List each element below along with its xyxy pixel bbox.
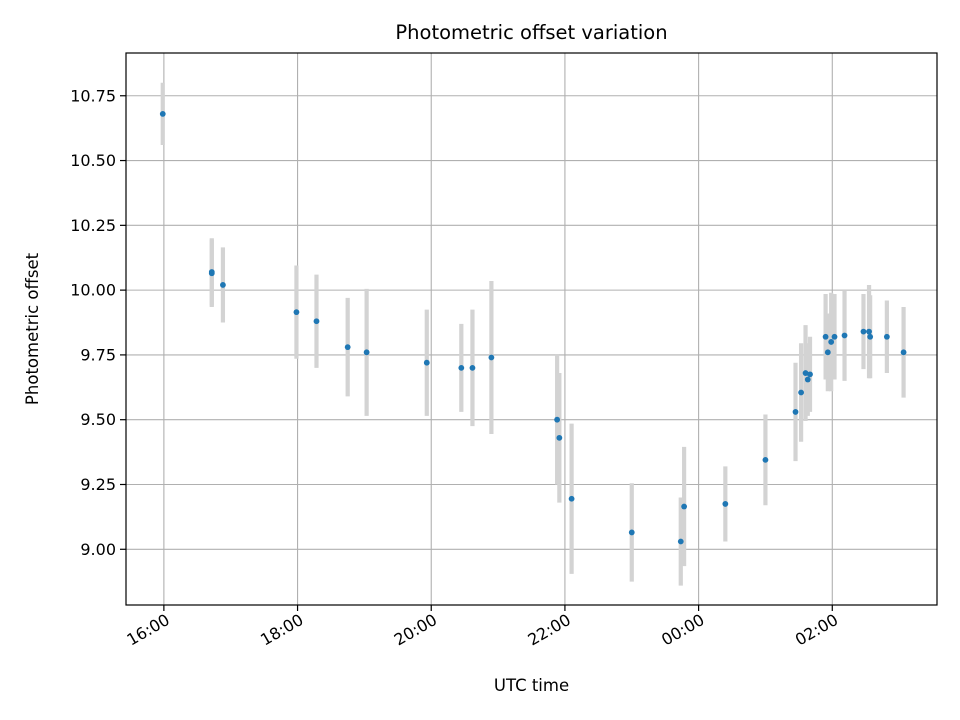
data-point	[488, 354, 495, 361]
data-point	[860, 328, 867, 335]
data-point	[344, 344, 351, 351]
y-tick-label: 9.50	[80, 410, 116, 429]
data-point	[556, 434, 563, 441]
y-tick-label: 10.50	[70, 151, 116, 170]
data-point	[469, 364, 476, 371]
data-points	[159, 111, 907, 545]
data-point	[722, 501, 729, 507]
data-point	[458, 364, 465, 371]
data-point	[798, 389, 804, 396]
data-point	[802, 370, 809, 376]
data-point	[822, 333, 829, 340]
data-point	[841, 332, 848, 339]
data-point	[867, 333, 874, 340]
x-axis-label: UTC time	[494, 676, 569, 695]
data-point	[208, 270, 215, 277]
plot-area-background	[126, 53, 937, 605]
data-point	[363, 349, 370, 356]
plot-area-frame	[125, 52, 938, 606]
data-point	[293, 309, 300, 316]
data-point	[681, 503, 688, 510]
data-point	[824, 349, 831, 356]
data-point	[423, 359, 430, 366]
data-point	[220, 282, 226, 288]
data-point	[313, 318, 320, 325]
y-axis-label: Photometric offset	[23, 252, 42, 405]
y-axis-ticks: 9.00 9.25 9.50 9.75 10.00 10.25 10.50 10.75	[70, 86, 126, 559]
data-point	[831, 333, 838, 340]
data-point	[792, 409, 799, 415]
data-point	[628, 529, 635, 536]
y-tick-label: 9.00	[80, 540, 116, 559]
data-point	[828, 339, 835, 345]
data-point	[568, 495, 575, 502]
y-tick-label: 9.25	[80, 475, 116, 494]
data-point	[159, 111, 166, 117]
y-tick-label: 10.75	[70, 86, 116, 105]
data-point	[807, 371, 813, 378]
y-tick-label: 10.25	[70, 216, 116, 235]
data-point	[866, 328, 872, 335]
chart-title: Photometric offset variation	[395, 21, 667, 44]
data-point	[883, 333, 890, 340]
data-point	[804, 376, 811, 383]
data-point	[762, 456, 769, 463]
y-tick-label: 10.00	[70, 281, 116, 300]
data-point	[900, 349, 907, 356]
data-point	[677, 538, 684, 545]
y-tick-label: 9.75	[80, 345, 116, 364]
data-point	[554, 416, 561, 423]
